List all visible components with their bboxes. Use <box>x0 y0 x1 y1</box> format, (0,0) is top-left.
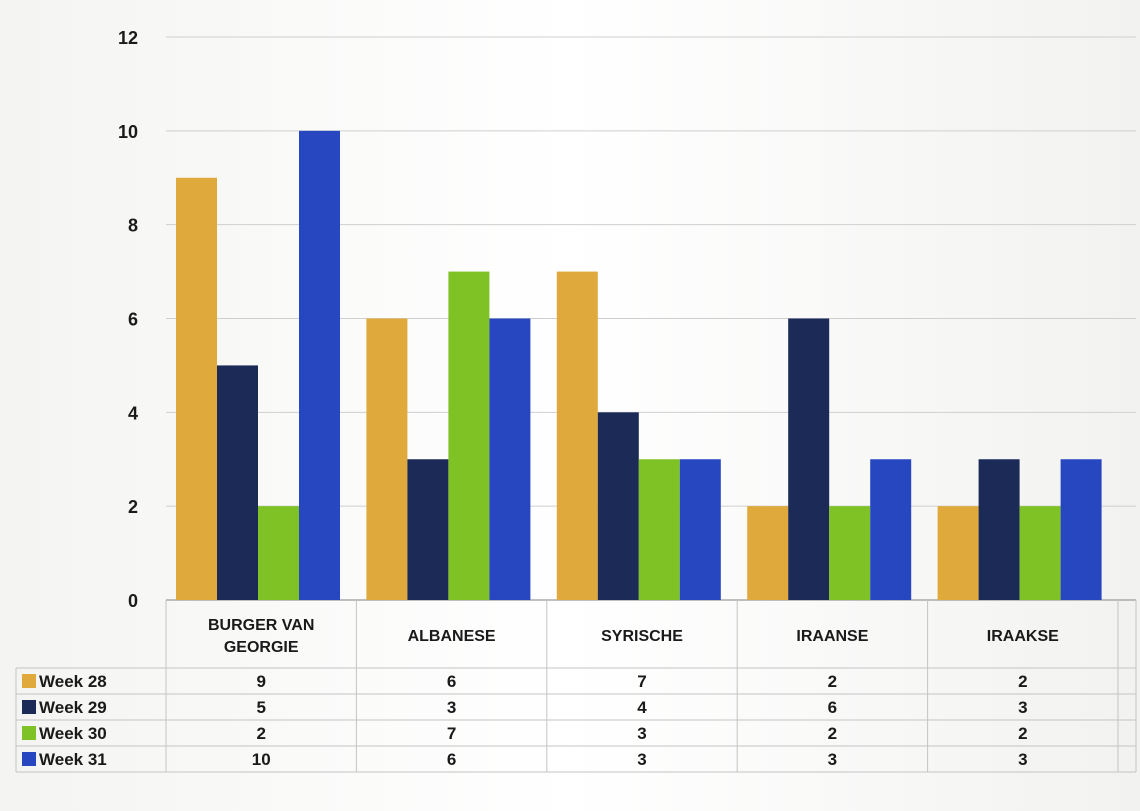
bar-week-29-3 <box>788 318 830 600</box>
table-value: 2 <box>828 724 837 743</box>
y-tick-label: 0 <box>128 591 138 611</box>
category-label: SYRISCHE <box>601 628 683 645</box>
table-value: 7 <box>637 672 646 691</box>
table-value: 3 <box>1018 750 1027 769</box>
bar-week-28-1 <box>366 318 408 600</box>
table-value: 2 <box>1018 672 1027 691</box>
bar-week-29-1 <box>407 459 449 600</box>
legend-swatch-week-29 <box>22 700 36 714</box>
bar-week-31-2 <box>679 459 721 600</box>
bar-week-28-4 <box>937 506 979 600</box>
category-label: ALBANESE <box>408 628 496 645</box>
legend-swatch-week-30 <box>22 726 36 740</box>
y-tick-label: 6 <box>128 310 138 330</box>
table-value: 2 <box>256 724 265 743</box>
bar-week-28-0 <box>176 177 217 600</box>
bar-week-30-3 <box>829 506 871 600</box>
bar-week-31-3 <box>870 459 912 600</box>
bar-week-30-1 <box>448 271 490 600</box>
table-value: 2 <box>828 672 837 691</box>
table-value: 6 <box>828 698 837 717</box>
bar-week-31-4 <box>1060 459 1102 600</box>
bars <box>176 130 1102 601</box>
table-value: 6 <box>447 750 456 769</box>
bar-week-31-0 <box>299 130 340 601</box>
data-table: BURGER VAN GEORGIE ALBANESE SYRISCHE IRAANSE… <box>15 600 1137 773</box>
bar-week-29-4 <box>978 459 1020 600</box>
y-tick-label: 12 <box>118 28 138 48</box>
legend-swatch-week-31 <box>22 752 36 766</box>
category-label: BURGER VAN <box>208 617 314 634</box>
legend-label: Week 28 <box>39 672 107 691</box>
table-value: 4 <box>637 698 647 717</box>
table-value: 2 <box>1018 724 1027 743</box>
bar-week-28-3 <box>747 506 789 600</box>
bar-week-30-4 <box>1019 506 1061 600</box>
legend-label: Week 31 <box>39 750 107 769</box>
y-tick-label: 4 <box>128 403 138 423</box>
category-label: GEORGIE <box>224 639 299 656</box>
table-value: 3 <box>637 724 646 743</box>
y-axis-tick-labels: 0 2 4 6 8 10 12 <box>118 28 138 611</box>
table-value: 3 <box>447 698 456 717</box>
table-value: 10 <box>252 750 271 769</box>
category-label: IRAAKSE <box>987 628 1059 645</box>
bar-week-30-0 <box>258 506 299 600</box>
table-value: 3 <box>637 750 646 769</box>
table-value: 6 <box>447 672 456 691</box>
legend-label: Week 29 <box>39 698 107 717</box>
table-value: 3 <box>1018 698 1027 717</box>
table-value: 9 <box>256 672 265 691</box>
table-value: 3 <box>828 750 837 769</box>
table-value: 7 <box>447 724 456 743</box>
y-tick-label: 10 <box>118 122 138 142</box>
category-label: IRAANSE <box>796 628 868 645</box>
bar-week-29-0 <box>217 365 258 600</box>
legend-label: Week 30 <box>39 724 107 743</box>
legend-swatch-week-28 <box>22 674 36 688</box>
bar-week-29-2 <box>597 412 639 600</box>
bar-week-28-2 <box>556 271 598 600</box>
bar-week-30-2 <box>638 459 680 600</box>
y-tick-label: 2 <box>128 497 138 517</box>
y-tick-label: 8 <box>128 216 138 236</box>
table-value: 5 <box>256 698 265 717</box>
bar-week-31-1 <box>489 318 531 600</box>
